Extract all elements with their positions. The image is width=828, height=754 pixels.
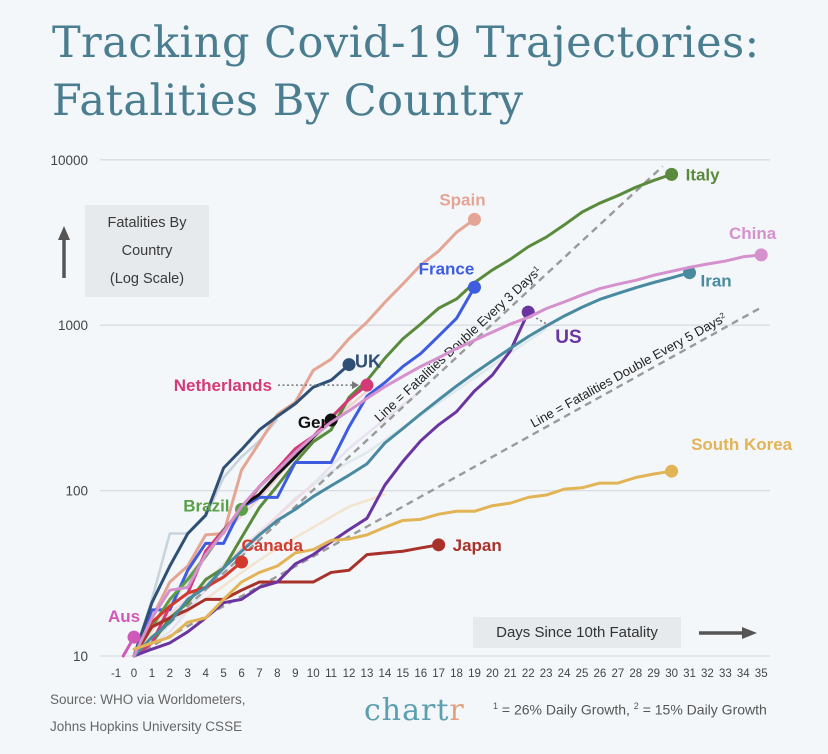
x-tick-label: 17 [432, 668, 445, 680]
x-tick-label: 30 [665, 668, 678, 680]
x-tick-label: 32 [701, 668, 714, 680]
series-line-spain [132, 217, 476, 658]
y-axis-arrow-icon [58, 226, 70, 278]
x-tick-label: 14 [378, 668, 391, 680]
x-tick-label: 3 [185, 668, 191, 680]
x-tick-label: 0 [131, 668, 137, 680]
x-tick-label: 18 [450, 668, 463, 680]
series-line-japan [132, 543, 441, 658]
x-tick-label: 35 [755, 668, 768, 680]
y-axis-label-box: Fatalities By Country (Log Scale) [85, 205, 209, 297]
series-endpoint-south-korea [665, 464, 679, 478]
footnote-text-2: = 15% Daily Growth [638, 701, 767, 718]
x-tick-label: 28 [629, 668, 642, 680]
x-tick-label: 6 [238, 668, 244, 680]
x-tick-label: 31 [683, 668, 696, 680]
x-tick-label: 2 [167, 668, 173, 680]
series-label-iran: Iran [701, 272, 732, 291]
title-line-2: Fatalities By Country [52, 76, 524, 126]
x-tick-label: 21 [504, 668, 517, 680]
series-label-spain: Spain [439, 190, 485, 209]
x-tick-label: 11 [325, 668, 337, 680]
x-tick-label: 15 [396, 668, 409, 680]
series-endpoint-uk [342, 358, 356, 372]
series-label-japan: Japan [453, 536, 502, 555]
y-tick-label: 1000 [58, 318, 88, 333]
series-endpoint-japan [432, 538, 446, 552]
series-line-canada [132, 560, 244, 658]
x-tick-label: 24 [558, 668, 571, 680]
x-tick-label: 23 [540, 668, 553, 680]
series-label-netherlands: Netherlands [174, 376, 272, 395]
x-tick-label: 5 [220, 668, 226, 680]
series-endpoint-aus [127, 630, 141, 644]
y-axis-label-line: Fatalities By [107, 215, 187, 231]
series-label-south-korea: South Korea [691, 435, 793, 454]
y-tick-label: 10 [73, 649, 88, 664]
chartr-logo: chartr [364, 693, 465, 728]
x-tick-label: 8 [274, 668, 280, 680]
source-line-2: Johns Hopkins University CSSE [50, 719, 243, 734]
series-endpoint-france [467, 280, 481, 294]
x-tick-label: 16 [414, 668, 427, 680]
series-endpoint-italy [665, 167, 679, 181]
y-tick-label: 100 [65, 484, 88, 499]
logo-accent: r [449, 693, 465, 728]
reference-line-3-day [133, 165, 664, 657]
source-line-1: Source: WHO via Worldometers, [50, 692, 246, 707]
series-line-uk [132, 363, 351, 658]
x-tick-label: 34 [737, 668, 750, 680]
series-endpoint-spain [467, 212, 481, 226]
series-label-us: US [555, 327, 581, 348]
x-tick-label: 29 [647, 668, 660, 680]
x-tick-label: 7 [256, 668, 262, 680]
x-tick-label: 1 [149, 668, 155, 680]
x-tick-label: 22 [522, 668, 535, 680]
series-label-italy: Italy [686, 165, 721, 184]
x-axis-arrow-icon [699, 627, 757, 639]
x-tick-label: 13 [361, 668, 374, 680]
y-axis-label-line: Country [121, 243, 173, 259]
x-tick-label: 12 [343, 668, 356, 680]
footnote-mark-1: 1 [493, 701, 499, 711]
series-label-brazil: Brazil [183, 496, 229, 515]
series-line-south-korea [132, 469, 674, 651]
x-tick-label: 25 [576, 668, 589, 680]
series-label-aus: Aus [108, 607, 140, 626]
x-tick-label: 20 [486, 668, 499, 680]
logo-main: chart [364, 693, 450, 728]
footnote: 1 = 26% Daily Growth, 2 = 15% Daily Grow… [493, 701, 767, 718]
x-tick-label: 19 [468, 668, 481, 680]
series-label-uk: UK [355, 352, 381, 372]
footnote-mark-2: 2 [633, 701, 639, 711]
netherlands-pointer-arrowhead [351, 381, 359, 390]
title-line-1: Tracking Covid-19 Trajectories: [52, 18, 760, 68]
series-endpoint-china [754, 248, 768, 262]
series-label-france: France [419, 259, 475, 278]
footnote-text-1: = 26% Daily Growth, [498, 701, 634, 718]
series-label-canada: Canada [242, 536, 304, 555]
x-tick-label: 26 [594, 668, 607, 680]
x-tick-label: 10 [307, 668, 320, 680]
x-tick-label: -1 [111, 668, 121, 680]
y-tick-label: 10000 [50, 153, 88, 168]
series-line-china [132, 253, 763, 658]
series-line-france [132, 285, 476, 658]
chart-title: Tracking Covid-19 Trajectories: Fataliti… [52, 14, 760, 130]
series-label-china: China [729, 224, 777, 243]
series-endpoint-canada [235, 555, 249, 569]
series-label-germany: Ger [298, 413, 328, 432]
x-axis-label: Days Since 10th Fatality [473, 617, 681, 648]
x-tick-label: 27 [611, 668, 624, 680]
series-line-iran [132, 271, 692, 658]
source-note: Source: WHO via Worldometers, Johns Hopk… [50, 686, 246, 740]
x-tick-label: 33 [719, 668, 732, 680]
y-axis-label-line: (Log Scale) [109, 271, 185, 287]
x-tick-label: 9 [292, 668, 298, 680]
series-endpoint-netherlands [360, 378, 374, 392]
x-tick-label: 4 [202, 668, 209, 680]
